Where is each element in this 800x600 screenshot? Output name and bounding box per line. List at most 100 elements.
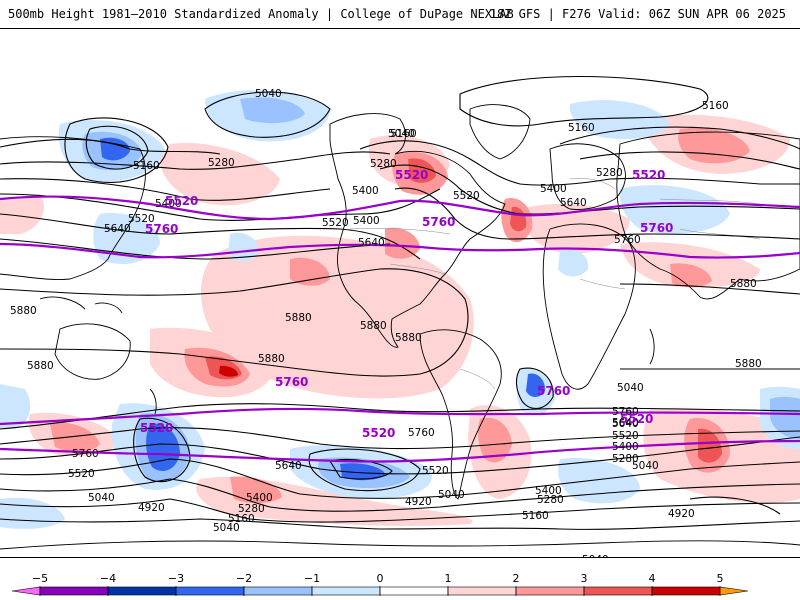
contour-5040-south bbox=[0, 518, 800, 530]
contour-4920-se bbox=[689, 496, 781, 515]
contour-5280-west bbox=[0, 151, 391, 170]
contour-5520-south bbox=[0, 436, 800, 475]
contour-5160-west bbox=[0, 138, 221, 155]
contour-label: 5520 bbox=[422, 465, 449, 477]
contour-label: 5760 bbox=[614, 234, 641, 246]
contour-5160-north-a bbox=[459, 75, 709, 127]
highlight-5760-north bbox=[0, 242, 800, 259]
contour-4920-low-a bbox=[308, 448, 421, 492]
highlight-label: 5520 bbox=[362, 426, 395, 440]
contour-label: 5160 bbox=[568, 122, 595, 134]
coast-south-america bbox=[419, 329, 502, 500]
contour-label: 5520 bbox=[128, 213, 155, 225]
contour-label: 5280 bbox=[208, 157, 235, 169]
colorbar-segment bbox=[311, 586, 381, 596]
colorbar-high-arrow bbox=[719, 586, 749, 596]
colorbar-tick-label: 0 bbox=[376, 572, 384, 585]
colorbar-segment bbox=[175, 586, 245, 596]
colorbar-tick-label: −2 bbox=[235, 572, 253, 585]
contour-labels-black: 5040 5160 5280 5400 5520 5640 5880 5040 … bbox=[10, 88, 762, 557]
anomaly-pos3-alaska bbox=[408, 158, 436, 183]
anomaly-shading bbox=[0, 90, 800, 529]
colorbar-segment bbox=[447, 586, 517, 596]
contour-5400-west bbox=[0, 178, 331, 201]
anomaly-pos1-pacific bbox=[160, 143, 280, 206]
contour-label: 4920 bbox=[405, 496, 432, 508]
contour-label: 5520 bbox=[453, 190, 480, 202]
anomaly-pos2-us bbox=[385, 227, 420, 259]
contour-label: 4920 bbox=[668, 508, 695, 520]
contour-north-atlantic-c bbox=[394, 187, 800, 240]
colorbar-tick-label: −3 bbox=[167, 572, 185, 585]
anomaly-neg1-russia bbox=[569, 100, 670, 140]
contour-label: 5880 bbox=[10, 305, 37, 317]
contour-label: 5520 bbox=[612, 430, 639, 442]
highlight-label: 5520 bbox=[632, 168, 665, 182]
contour-label: 5880 bbox=[258, 353, 285, 365]
contour-label: 5760 bbox=[408, 427, 435, 439]
contour-label: 5160 bbox=[522, 510, 549, 522]
anomaly-neg1-africa bbox=[558, 248, 589, 277]
anomaly-neg2-north-pacific bbox=[240, 97, 305, 124]
colorbar-low-arrow bbox=[11, 586, 41, 596]
contour-label: 5040 bbox=[617, 382, 644, 394]
colorbar-tick-label: −5 bbox=[31, 572, 49, 585]
highlight-5760-south bbox=[0, 407, 800, 426]
anomaly-neg3-central-south-pacific bbox=[340, 463, 385, 481]
contour-label: 5040 bbox=[88, 492, 115, 504]
contour-label: 5640 bbox=[358, 237, 385, 249]
contour-east-ridge-b bbox=[579, 151, 800, 170]
anomaly-neg3-west-pacific bbox=[100, 137, 130, 161]
contour-label: 5160 bbox=[702, 100, 729, 112]
highlight-label: 5760 bbox=[275, 375, 308, 389]
contour-label: 5880 bbox=[735, 358, 762, 370]
map-panel[interactable]: 5040 5160 5280 5400 5520 5640 5880 5040 … bbox=[0, 28, 800, 558]
colorbar-segment bbox=[651, 586, 721, 596]
contour-label: 5760 bbox=[72, 448, 99, 460]
contour-label: 5880 bbox=[360, 320, 387, 332]
map-canvas[interactable]: 5040 5160 5280 5400 5520 5640 5880 5040 … bbox=[0, 29, 800, 558]
contour-label: 5640 bbox=[275, 460, 302, 472]
highlight-contours bbox=[0, 195, 800, 463]
contour-label: 5400 bbox=[352, 185, 379, 197]
colorbar-tick-label: 3 bbox=[580, 572, 588, 585]
contour-label: 5640 bbox=[612, 417, 639, 429]
contour-label: 5280 bbox=[596, 167, 623, 179]
contour-labels-highlight: 5520 5760 5520 5760 5520 5760 5760 5520 … bbox=[140, 168, 673, 440]
coast-indonesia bbox=[39, 296, 123, 314]
contour-label: 5880 bbox=[27, 360, 54, 372]
contour-north-atlantic bbox=[359, 140, 800, 186]
contour-5760-south-a bbox=[0, 403, 800, 430]
anomaly-pos2-middle-east bbox=[670, 263, 712, 288]
contour-label: 5040 bbox=[632, 460, 659, 472]
contour-label: 5040 bbox=[438, 489, 465, 501]
contour-label: 5040 bbox=[255, 88, 282, 100]
contour-label: 5640 bbox=[104, 223, 131, 235]
contour-label: 5520 bbox=[68, 468, 95, 480]
anomaly-pos2-sw-pacific bbox=[50, 422, 100, 452]
coast-new-zealand bbox=[149, 388, 157, 415]
model-run-info: 18Z GFS | F276 Valid: 06Z SUN APR 06 202… bbox=[489, 7, 786, 21]
anomaly-neg1-europe bbox=[619, 185, 730, 234]
anomaly-pos2-siberia bbox=[678, 127, 750, 164]
highlight-label: 5520 bbox=[140, 421, 173, 435]
contour-label: 5880 bbox=[285, 312, 312, 324]
contour-5880-north bbox=[0, 268, 469, 377]
colorbar-segment bbox=[107, 586, 177, 596]
contour-4920-low-b bbox=[133, 417, 191, 483]
coast-africa bbox=[542, 223, 636, 390]
anomaly-pos1-tropics bbox=[200, 235, 474, 399]
highlight-label: 5760 bbox=[640, 221, 673, 235]
contour-label: 5400 bbox=[155, 198, 182, 210]
anomaly-colorbar: −5 −4 −3 −2 −1 0 1 2 3 4 5 bbox=[0, 572, 800, 600]
contour-east-ridge bbox=[559, 126, 800, 150]
map-title: 500mb Height 1981–2010 Standardized Anom… bbox=[8, 7, 514, 21]
contour-label: 5040 bbox=[388, 128, 415, 140]
highlight-label: 5520 bbox=[620, 412, 653, 426]
contour-label: 5640 bbox=[612, 418, 639, 430]
colorbar-scale bbox=[11, 586, 749, 596]
contour-label: 5280 bbox=[537, 494, 564, 506]
colorbar-segment bbox=[39, 586, 109, 596]
highlight-label: 5760 bbox=[145, 222, 178, 236]
colorbar-tick-label: 4 bbox=[648, 572, 656, 585]
